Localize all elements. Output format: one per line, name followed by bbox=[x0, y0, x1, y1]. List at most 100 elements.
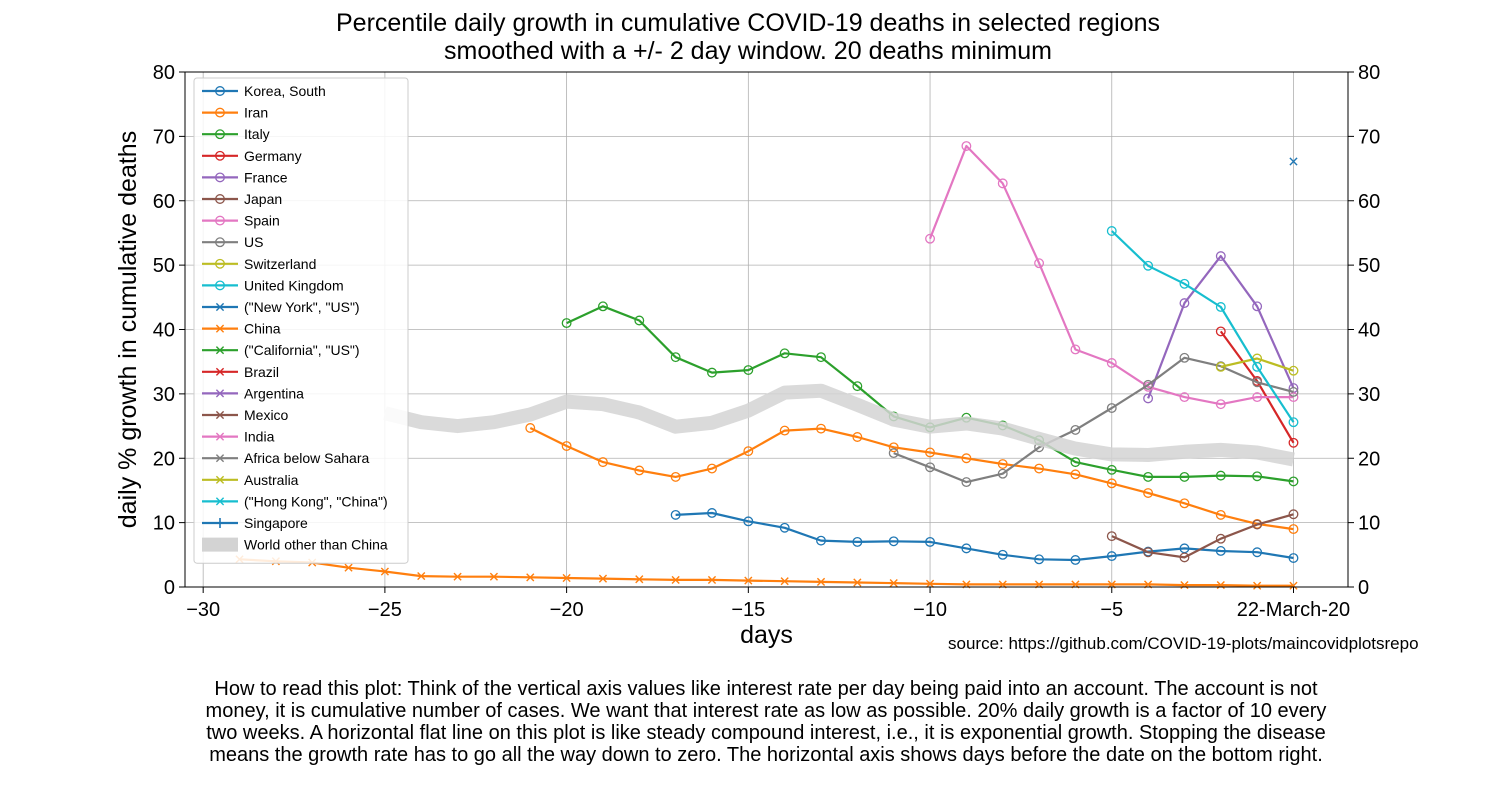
data-point bbox=[707, 367, 717, 378]
data-point bbox=[561, 441, 572, 451]
data-point bbox=[1106, 358, 1117, 368]
legend-marker bbox=[215, 346, 225, 355]
y-tick-label: 50 bbox=[153, 255, 175, 277]
data-point bbox=[562, 573, 571, 583]
y-tick-label-right: 10 bbox=[1358, 513, 1380, 535]
legend-marker bbox=[215, 129, 225, 140]
chart-subtitle: smoothed with a +/- 2 day window. 20 dea… bbox=[444, 37, 1052, 65]
y-tick-label: 70 bbox=[153, 126, 175, 148]
data-point bbox=[852, 536, 863, 547]
data-point bbox=[671, 575, 680, 585]
series-line bbox=[1111, 230, 1295, 423]
data-point bbox=[743, 516, 754, 527]
legend-marker bbox=[215, 280, 225, 291]
data-point bbox=[1179, 298, 1190, 309]
data-point bbox=[925, 233, 935, 244]
data-point bbox=[779, 425, 790, 436]
series-line bbox=[1111, 513, 1294, 559]
data-point bbox=[1143, 379, 1154, 390]
data-point bbox=[1143, 488, 1154, 498]
data-point bbox=[743, 446, 754, 457]
data-point bbox=[1215, 546, 1226, 556]
data-point bbox=[852, 432, 863, 442]
data-point bbox=[744, 576, 753, 585]
legend-marker bbox=[215, 172, 225, 183]
chart-title: Percentile daily growth in cumulative CO… bbox=[335, 9, 1161, 37]
data-point bbox=[1288, 392, 1299, 403]
data-point bbox=[417, 571, 426, 581]
data-point bbox=[1215, 361, 1226, 372]
data-point bbox=[1252, 377, 1263, 388]
data-point bbox=[1179, 552, 1190, 563]
legend-marker bbox=[215, 410, 225, 420]
data-point bbox=[1179, 352, 1190, 363]
data-point bbox=[816, 352, 826, 363]
data-point bbox=[779, 522, 790, 533]
data-point bbox=[707, 463, 717, 474]
legend-label: Germany bbox=[244, 148, 302, 164]
data-point bbox=[707, 575, 717, 585]
y-axis-label: daily % growth in cumulative deaths bbox=[114, 131, 142, 528]
y-tick-label-right: 0 bbox=[1358, 577, 1369, 599]
series-line bbox=[1219, 330, 1295, 444]
data-point bbox=[1288, 437, 1299, 448]
data-point bbox=[1106, 464, 1117, 475]
data-point bbox=[1252, 471, 1263, 482]
legend-label: US bbox=[244, 234, 263, 250]
data-point bbox=[961, 477, 972, 488]
data-point bbox=[1252, 392, 1263, 403]
y-tick-label-right: 40 bbox=[1358, 320, 1380, 342]
data-point bbox=[1179, 471, 1190, 482]
x-tick-label: 22-March-20 bbox=[1237, 599, 1350, 621]
x-tick-label: −20 bbox=[550, 599, 584, 621]
data-point bbox=[1143, 260, 1154, 271]
data-point bbox=[380, 567, 389, 576]
legend-label: Africa below Sahara bbox=[244, 450, 370, 466]
data-point bbox=[1215, 470, 1226, 481]
legend-marker bbox=[215, 389, 225, 398]
data-point bbox=[888, 442, 899, 453]
data-point bbox=[743, 365, 754, 376]
data-point bbox=[670, 352, 681, 363]
legend-label: Switzerland bbox=[244, 256, 316, 272]
data-point bbox=[1143, 471, 1154, 482]
data-point bbox=[1143, 547, 1154, 558]
data-point bbox=[1252, 301, 1263, 312]
data-point bbox=[1288, 524, 1299, 535]
y-tick-label: 10 bbox=[153, 513, 175, 535]
data-point bbox=[1106, 403, 1117, 413]
series-line bbox=[928, 144, 1294, 406]
data-point bbox=[453, 572, 462, 581]
data-point bbox=[1179, 278, 1190, 289]
source-credit: source: https://github.com/COVID-19-plot… bbox=[948, 634, 1419, 653]
data-point bbox=[997, 468, 1008, 479]
data-point bbox=[997, 549, 1008, 560]
legend-marker bbox=[215, 454, 225, 463]
legend-label: United Kingdom bbox=[244, 277, 344, 293]
y-tick-label-right: 70 bbox=[1358, 126, 1380, 148]
legend-marker bbox=[215, 86, 225, 96]
legend-marker bbox=[215, 475, 225, 484]
series-line bbox=[893, 356, 1294, 484]
data-point bbox=[1106, 531, 1117, 542]
data-point bbox=[707, 508, 717, 518]
y-tick-label-right: 80 bbox=[1358, 62, 1380, 84]
data-point bbox=[1106, 478, 1117, 489]
legend: Korea, South Iran Italy Germany France Japan S… bbox=[193, 77, 409, 564]
data-point bbox=[961, 141, 972, 151]
y-tick-label-right: 30 bbox=[1358, 384, 1380, 406]
data-point bbox=[1215, 533, 1226, 544]
y-tick-label-right: 50 bbox=[1358, 255, 1380, 277]
data-point bbox=[961, 543, 972, 554]
series-line bbox=[239, 558, 1294, 587]
legend-label: Mexico bbox=[244, 407, 289, 423]
x-tick-label: −15 bbox=[731, 599, 765, 621]
legend-marker bbox=[215, 215, 225, 226]
data-point bbox=[1289, 157, 1298, 166]
data-point bbox=[780, 577, 789, 586]
data-point bbox=[1288, 417, 1299, 428]
legend-label: India bbox=[244, 429, 275, 445]
data-point bbox=[1034, 258, 1045, 269]
data-point bbox=[1143, 393, 1154, 404]
